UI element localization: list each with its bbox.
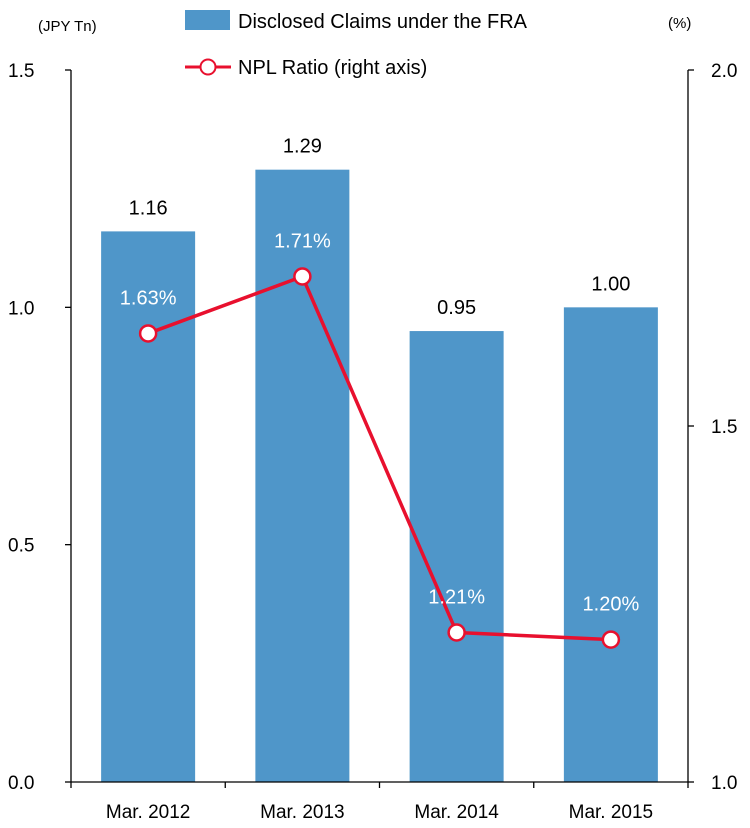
x-tick-label: Mar. 2012 <box>106 802 191 823</box>
x-tick-label: Mar. 2014 <box>414 802 499 823</box>
legend: Disclosed Claims under the FRA NPL Ratio… <box>185 10 528 79</box>
legend-bar-swatch <box>185 10 230 30</box>
x-tick-label: Mar. 2013 <box>260 802 345 823</box>
bar-value-label: 1.16 <box>129 197 168 219</box>
npl-ratio-point-1 <box>138 324 158 343</box>
legend-bar-label: Disclosed Claims under the FRA <box>238 11 528 33</box>
npl-ratio-label: 1.71% <box>274 230 331 252</box>
left-tick-label: 1.0 <box>8 298 34 319</box>
npl-ratio-point-2 <box>293 267 312 286</box>
left-axis-unit: (JPY Tn) <box>38 18 97 35</box>
bar-value-label: 1.00 <box>591 273 630 295</box>
npl-ratio-point-3 <box>447 623 466 642</box>
right-tick-label: 1.5 <box>711 417 737 438</box>
bar-4 <box>563 307 658 782</box>
bars-layer <box>101 169 658 783</box>
labels-layer: 1.16 1.29 0.95 1.00 1.63% 1.71% 1.21% 1.20% <box>120 136 640 616</box>
bar-1 <box>101 231 196 783</box>
axes-layer: 0.0 0.5 1.0 1.5 1.0 1.5 2.0 Mar. 2012 Mar. 2013 M… <box>8 61 737 823</box>
npl-ratio-label: 1.20% <box>583 594 640 616</box>
x-tick-label: Mar. 2015 <box>569 802 654 823</box>
bar-value-label: 0.95 <box>437 297 476 319</box>
right-axis-unit: (%) <box>668 15 691 32</box>
bar-value-label: 1.29 <box>283 136 322 158</box>
right-tick-label: 1.0 <box>711 773 737 794</box>
left-tick-label: 0.0 <box>8 773 34 794</box>
line-layer <box>138 267 621 649</box>
right-tick-label: 2.0 <box>711 61 737 82</box>
legend-line-marker <box>199 58 217 76</box>
left-tick-label: 0.5 <box>8 536 34 557</box>
npl-ratio-label: 1.21% <box>428 586 485 608</box>
npl-ratio-point-4 <box>601 630 621 649</box>
legend-line-label: NPL Ratio (right axis) <box>238 57 427 79</box>
left-tick-label: 1.5 <box>8 61 34 82</box>
bar-2 <box>255 169 350 782</box>
npl-ratio-line <box>147 274 611 642</box>
npl-ratio-label: 1.63% <box>120 287 177 309</box>
